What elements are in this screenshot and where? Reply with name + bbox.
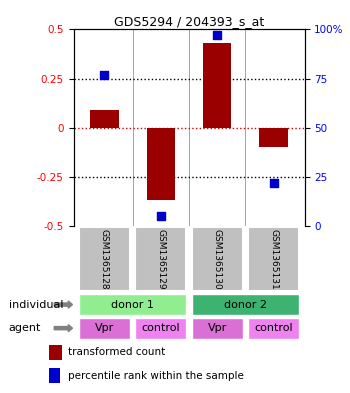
Bar <box>192 227 243 292</box>
Bar <box>259 128 288 147</box>
Bar <box>79 294 186 315</box>
Bar <box>135 318 186 339</box>
Text: control: control <box>254 323 293 333</box>
Text: individual: individual <box>9 299 63 310</box>
Text: Vpr: Vpr <box>208 323 227 333</box>
Bar <box>90 110 119 128</box>
Text: donor 2: donor 2 <box>224 299 267 310</box>
Text: transformed count: transformed count <box>68 347 165 357</box>
Bar <box>147 128 175 200</box>
Title: GDS5294 / 204393_s_at: GDS5294 / 204393_s_at <box>114 15 264 28</box>
Bar <box>203 43 231 128</box>
Text: donor 1: donor 1 <box>111 299 154 310</box>
Bar <box>79 227 130 292</box>
Text: GSM1365129: GSM1365129 <box>156 229 165 290</box>
Text: agent: agent <box>9 323 41 333</box>
Text: percentile rank within the sample: percentile rank within the sample <box>68 371 244 381</box>
Bar <box>135 227 186 292</box>
Text: Vpr: Vpr <box>95 323 114 333</box>
Bar <box>248 227 299 292</box>
Bar <box>192 294 299 315</box>
Text: control: control <box>141 323 180 333</box>
Text: GSM1365131: GSM1365131 <box>269 229 278 290</box>
Bar <box>192 318 243 339</box>
Point <box>102 72 107 78</box>
Bar <box>49 345 62 360</box>
Bar <box>248 318 299 339</box>
Text: GSM1365130: GSM1365130 <box>213 229 222 290</box>
Point <box>214 32 220 39</box>
Bar <box>79 318 130 339</box>
Text: GSM1365128: GSM1365128 <box>100 229 109 290</box>
Point <box>158 213 164 219</box>
Bar <box>49 368 61 383</box>
Point <box>271 180 276 186</box>
